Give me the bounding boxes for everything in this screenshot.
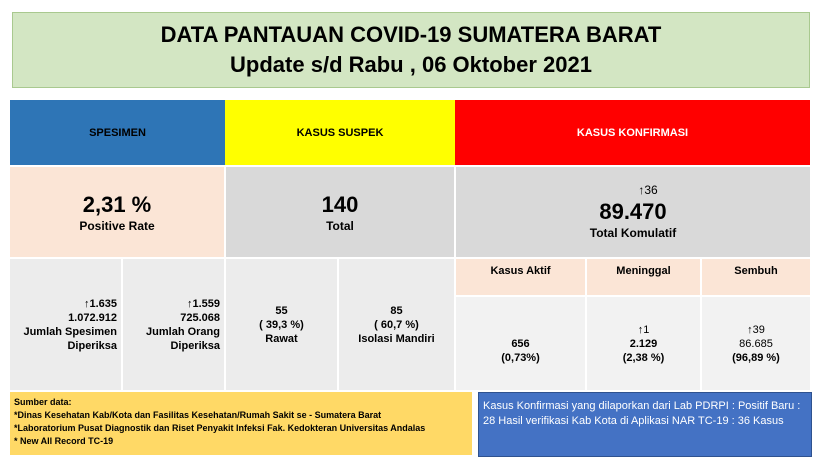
item-value: 656 bbox=[511, 337, 530, 350]
konfirmasi-total: 89.470 bbox=[599, 199, 667, 224]
konfirmasi-item-label: Kasus Aktif bbox=[456, 259, 585, 295]
item-change: ↑1 bbox=[637, 323, 650, 336]
item-change: ↑1.635 bbox=[83, 297, 117, 310]
spesimen-item: ↑1.559 725.068 Jumlah Orang Diperiksa bbox=[123, 259, 224, 390]
title-box: DATA PANTAUAN COVID-19 SUMATERA BARAT Up… bbox=[12, 12, 810, 88]
spesimen-item: ↑1.635 1.072.912 Jumlah Spesimen Diperik… bbox=[10, 259, 121, 390]
item-value: 86.685 bbox=[739, 337, 773, 350]
konfirmasi-change: ↑36 bbox=[638, 183, 658, 197]
source-line: *Dinas Kesehatan Kab/Kota dan Fasilitas … bbox=[14, 410, 382, 420]
item-percent: (2,38 %) bbox=[622, 351, 665, 364]
konfirmasi-item: ↑1 2.129 (2,38 %) bbox=[587, 297, 700, 390]
item-percent: ( 60,7 %) bbox=[374, 318, 419, 331]
suspek-total: 140 bbox=[321, 191, 359, 217]
title: DATA PANTAUAN COVID-19 SUMATERA BARAT bbox=[160, 22, 662, 47]
item-value: 55 bbox=[275, 304, 288, 317]
konfirmasi-item: ↑39 86.685 (96,89 %) bbox=[702, 297, 810, 390]
item-value: 725.068 bbox=[180, 311, 220, 324]
item-label: Rawat bbox=[265, 332, 298, 345]
sources-title: Sumber data: bbox=[14, 397, 72, 407]
sources-box: Sumber data: *Dinas Kesehatan Kab/Kota d… bbox=[10, 392, 472, 455]
rate: 2,31 % bbox=[82, 191, 152, 217]
konfirmasi-total-box: ↑36 89.470 Total Komulatif bbox=[456, 167, 810, 257]
suspek-item: 85 ( 60,7 %) Isolasi Mandiri bbox=[339, 259, 454, 390]
item-value: 1.072.912 bbox=[68, 311, 117, 324]
konfirmasi-header: KASUS KONFIRMASI bbox=[455, 100, 810, 165]
source-line: * New All Record TC-19 bbox=[14, 436, 114, 446]
suspek-total-box: 140 Total bbox=[226, 167, 454, 257]
rate-label: Positive Rate bbox=[79, 218, 155, 233]
note-box: Kasus Konfirmasi yang dilaporkan dari La… bbox=[478, 392, 812, 457]
item-percent: (0,73%) bbox=[501, 351, 540, 364]
item-value: 85 bbox=[390, 304, 403, 317]
spesimen-rate-box: 2,31 % Positive Rate bbox=[10, 167, 224, 257]
konfirmasi-item-label: Sembuh bbox=[702, 259, 810, 295]
item-change: ↑39 bbox=[747, 323, 765, 336]
suspek-header: KASUS SUSPEK bbox=[225, 100, 455, 165]
item-label: Jumlah Orang Diperiksa bbox=[146, 325, 220, 352]
source-line: *Laboratorium Pusat Diagnostik dan Riset… bbox=[14, 423, 426, 433]
item-label: Isolasi Mandiri bbox=[358, 332, 435, 345]
item-percent: ( 39,3 %) bbox=[259, 318, 304, 331]
item-change: ↑1.559 bbox=[186, 297, 220, 310]
konfirmasi-item: 656 (0,73%) bbox=[456, 297, 585, 390]
konfirmasi-item-label: Meninggal bbox=[587, 259, 700, 295]
subtitle: Update s/d Rabu , 06 Oktober 2021 bbox=[230, 52, 592, 77]
spesimen-header: SPESIMEN bbox=[10, 100, 225, 165]
suspek-total-label: Total bbox=[326, 218, 354, 233]
suspek-item: 55 ( 39,3 %) Rawat bbox=[226, 259, 337, 390]
item-value: 2.129 bbox=[629, 337, 658, 350]
item-percent: (96,89 %) bbox=[732, 351, 780, 364]
konfirmasi-total-label: Total Komulatif bbox=[589, 226, 677, 240]
item-label: Jumlah Spesimen Diperiksa bbox=[23, 325, 117, 352]
